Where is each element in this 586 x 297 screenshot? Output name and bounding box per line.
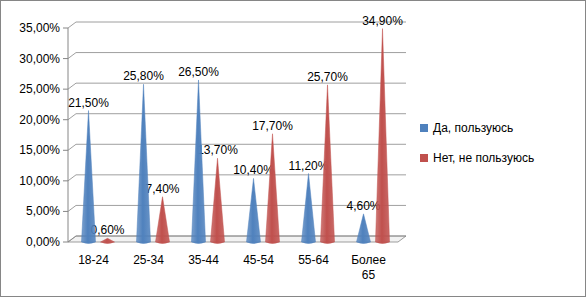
y-tick-label: 0,00% (26, 235, 60, 249)
data-label: 34,90% (362, 14, 403, 28)
grid-line (68, 83, 406, 89)
data-label: 25,70% (307, 70, 348, 84)
data-label: 13,70% (197, 143, 238, 157)
y-tick-label: 35,00% (19, 21, 60, 35)
legend: Да, пользуюсь Нет, не пользуюсь (420, 121, 534, 165)
cone-bar (321, 85, 335, 244)
x-tick-label: 18-24 (78, 253, 109, 267)
data-label: 17,70% (252, 119, 293, 133)
legend-label: Нет, не пользуюсь (433, 151, 534, 165)
y-tick-label: 10,00% (19, 174, 60, 188)
y-tick (63, 180, 68, 181)
data-label: 26,50% (178, 65, 219, 79)
y-tick (63, 89, 68, 90)
cone-bar (357, 214, 371, 244)
chart: 0,00% 5,00% 10,00% 15,00% 20,00% 25,00% 30,00%… (0, 0, 586, 297)
x-tick-label-line: Более (351, 253, 386, 267)
data-label: 25,80% (123, 69, 164, 83)
y-tick (63, 58, 68, 59)
cone-bar (247, 178, 261, 243)
data-label: 10,40% (233, 163, 274, 177)
cone-bar (82, 111, 96, 244)
x-tick-label: Более65 (351, 253, 386, 282)
y-axis-line (68, 28, 69, 242)
x-tick-label-line: 65 (362, 268, 376, 282)
grid-line (68, 53, 406, 59)
y-tick-label: 15,00% (19, 143, 60, 157)
data-label: 4,60% (346, 199, 380, 213)
y-tick (63, 242, 68, 243)
y-tick (63, 211, 68, 212)
y-tick-label: 5,00% (26, 204, 60, 218)
data-label: 11,20% (289, 159, 329, 173)
cone-bar (192, 80, 206, 244)
cone-bar (101, 238, 115, 243)
cone-bar (376, 29, 390, 244)
y-tick (63, 28, 68, 29)
data-label: 0,60% (90, 223, 124, 237)
y-tick (63, 150, 68, 151)
data-label: 21,50% (68, 96, 109, 110)
legend-swatch (420, 154, 428, 162)
y-tick-label: 20,00% (19, 113, 60, 127)
y-tick (63, 119, 68, 120)
data-label: 7,40% (145, 182, 179, 196)
legend-label: Да, пользуюсь (433, 121, 513, 135)
grid-line (68, 114, 406, 120)
x-tick-label: 25-34 (133, 253, 164, 267)
x-tick-label: 45-54 (243, 253, 274, 267)
cone-bar (156, 197, 170, 244)
x-tick-label: 55-64 (298, 253, 329, 267)
data-labels: 21,50% 25,80% 26,50% 10,40% 11,20% 4,60% 0,60%… (68, 14, 403, 238)
y-tick-label: 25,00% (19, 82, 60, 96)
legend-swatch (420, 124, 428, 132)
cone-bar (266, 134, 280, 244)
y-tick-label: 30,00% (19, 52, 60, 66)
cone-bar (211, 158, 225, 243)
cone-bar (302, 174, 316, 244)
grid-line (68, 22, 406, 28)
chart-frame (1, 1, 586, 297)
cone-bar (137, 84, 151, 243)
x-tick-label: 35-44 (188, 253, 219, 267)
